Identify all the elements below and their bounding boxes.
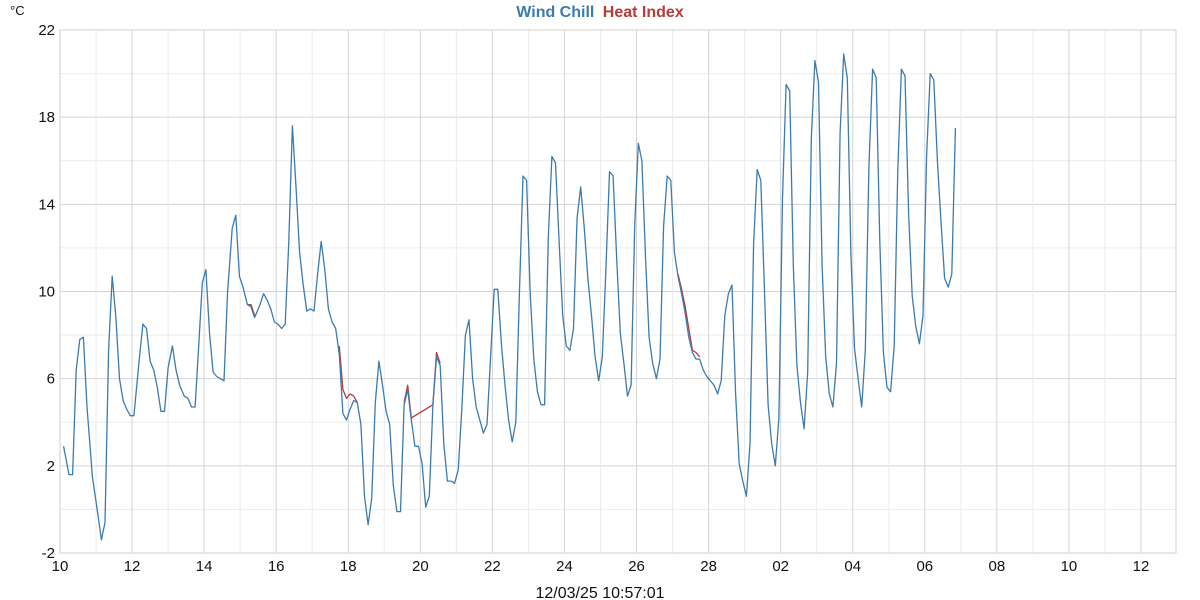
x-tick-label: 12: [124, 558, 141, 575]
x-tick-label: 04: [844, 558, 861, 575]
x-tick-label: 18: [340, 558, 357, 575]
series-line-heat-index: [403, 351, 441, 419]
y-tick-label: 2: [47, 458, 55, 475]
y-tick-labels: -2 2 6 10 14 18 22: [38, 22, 55, 562]
x-tick-label: 06: [916, 558, 933, 575]
x-tick-labels: 10 12 14 16 18 20 22 24 26 28 02 04 06 08 10 12: [52, 558, 1150, 575]
y-tick-label: 18: [38, 109, 55, 126]
y-tick-label: 10: [38, 284, 55, 301]
plot-frame: [59, 29, 1177, 554]
y-tick-label: 6: [47, 371, 55, 388]
x-tick-label: 22: [484, 558, 501, 575]
x-tick-label: 14: [196, 558, 213, 575]
legend-heat-index: Heat Index: [603, 4, 684, 21]
y-tick-label: 14: [38, 196, 55, 213]
y-tick-label: 22: [38, 22, 55, 39]
grid: [59, 29, 1177, 554]
legend: Wind Chill Heat Index: [516, 4, 684, 21]
y-axis-unit: °C: [10, 3, 25, 18]
x-tick-label: 10: [1061, 558, 1078, 575]
x-tick-label: 02: [772, 558, 789, 575]
x-tick-label: 20: [412, 558, 429, 575]
x-tick-label: 16: [268, 558, 285, 575]
legend-wind-chill: Wind Chill: [516, 4, 594, 21]
series-line-heat-index: [338, 345, 358, 403]
timestamp: 12/03/25 10:57:01: [535, 585, 664, 600]
x-tick-label: 10: [52, 558, 69, 575]
series-lines: [62, 53, 957, 541]
x-tick-label: 26: [628, 558, 645, 575]
series-line-heat-index: [677, 273, 701, 358]
x-tick-label: 12: [1133, 558, 1150, 575]
x-tick-label: 08: [989, 558, 1006, 575]
x-tick-label: 24: [556, 558, 573, 575]
x-tick-label: 28: [700, 558, 717, 575]
y-tick-label: -2: [42, 545, 55, 562]
series-line-wind-chill: [62, 53, 957, 541]
